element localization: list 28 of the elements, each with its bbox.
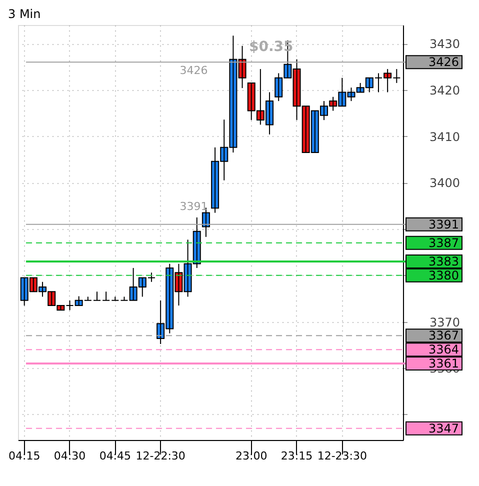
candlestick [120, 296, 128, 301]
ref-line-label: 3347 [428, 421, 459, 436]
x-tick-label: 23:15 [280, 450, 313, 462]
x-tick-label: 04:45 [99, 450, 132, 462]
ref-line-label: 3361 [428, 356, 459, 370]
chart-title: 3 Min [8, 7, 41, 21]
ref-line-label: 3387 [428, 236, 459, 250]
ref-line-label: 3367 [428, 328, 459, 343]
y-tick-label: 3400 [430, 176, 460, 190]
ref-line-label: 3364 [428, 342, 459, 357]
ref-line-label: 3391 [428, 217, 459, 232]
x-tick-label: 12-22:30 [136, 450, 186, 462]
y-tick-label: 3420 [430, 83, 460, 98]
y-tick-label: 3410 [430, 130, 460, 144]
candlestick [111, 296, 120, 301]
y-tick-label: 3430 [430, 37, 460, 52]
x-tick-label: 23:00 [236, 450, 268, 462]
candlestick [102, 291, 110, 301]
x-tick-label: 12-23:30 [317, 450, 367, 462]
y-tick-label: 3370 [430, 315, 460, 330]
ref-line-label: 3426 [428, 55, 459, 70]
annotation: 3391 [180, 200, 208, 213]
ref-line-label: 3380 [428, 268, 459, 282]
candlestick [93, 291, 101, 301]
x-tick-label: 04:30 [54, 450, 86, 462]
annotation: 3426 [180, 64, 208, 77]
ref-line-label: 3383 [428, 254, 459, 268]
x-tick-label: 04:15 [8, 450, 40, 462]
